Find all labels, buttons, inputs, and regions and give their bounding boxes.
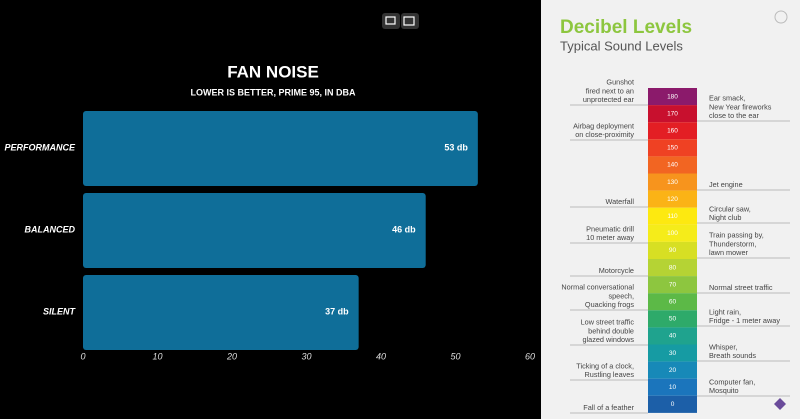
level-label: 170 — [667, 110, 678, 117]
level-cell — [648, 156, 697, 174]
note-text: Gunshot — [606, 78, 634, 87]
value-label: 37 db — [325, 306, 349, 316]
level-label: 100 — [667, 230, 678, 237]
note-text: speech, — [608, 291, 634, 300]
level-label: 90 — [669, 247, 677, 254]
bar — [83, 193, 426, 268]
level-cell — [648, 241, 697, 259]
note-text: Fridge - 1 meter away — [709, 316, 780, 325]
note-text: Night club — [709, 213, 741, 222]
note-text: Low street traffic — [581, 318, 635, 327]
chart-title: FAN NOISE — [227, 62, 319, 81]
note-text: Normal conversational — [561, 283, 634, 292]
note-text: Computer fan, — [709, 377, 755, 386]
level-cell — [648, 88, 697, 106]
level-cell — [648, 173, 697, 191]
bar — [83, 275, 359, 350]
level-label: 140 — [667, 162, 678, 169]
x-tick-label: 60 — [525, 351, 535, 361]
level-cell — [648, 207, 697, 225]
note-text: Ear smack, — [709, 94, 746, 103]
note-text: Rustling leaves — [585, 370, 635, 379]
category-label: SILENT — [43, 306, 77, 316]
x-tick-label: 50 — [450, 351, 460, 361]
note-text: Breath sounds — [709, 351, 756, 360]
level-label: 150 — [667, 145, 678, 152]
info-title: Decibel Levels — [560, 17, 692, 38]
note-text: glazed windows — [582, 335, 634, 344]
level-label: 10 — [669, 384, 677, 391]
note-text: Circular saw, — [709, 204, 751, 213]
level-label: 130 — [667, 179, 678, 186]
level-label: 30 — [669, 350, 677, 357]
note-text: behind double — [588, 326, 634, 335]
level-label: 70 — [669, 281, 677, 288]
note-text: New Year fireworks — [709, 102, 772, 111]
x-tick-label: 20 — [226, 351, 237, 361]
x-tick-label: 40 — [376, 351, 386, 361]
level-cell — [648, 293, 697, 311]
level-label: 110 — [667, 213, 678, 220]
level-cell — [648, 344, 697, 362]
x-tick-label: 0 — [80, 351, 85, 361]
info-subtitle: Typical Sound Levels — [560, 38, 683, 53]
level-cell — [648, 276, 697, 294]
note-text: Light rain, — [709, 307, 741, 316]
note-text: Fall of a feather — [583, 403, 634, 412]
note-text: 10 meter away — [586, 233, 634, 242]
note-text: unprotected ear — [583, 95, 635, 104]
note-text: Airbag deployment — [573, 121, 634, 130]
level-cell — [648, 190, 697, 208]
level-label: 0 — [671, 401, 675, 408]
value-label: 46 db — [392, 224, 416, 234]
note-text: Mosquito — [709, 386, 739, 395]
note-text: fired next to an — [586, 86, 634, 95]
level-cell — [648, 378, 697, 396]
x-tick-label: 30 — [301, 351, 311, 361]
level-label: 180 — [667, 93, 678, 100]
note-text: Whisper, — [709, 342, 737, 351]
level-cell — [648, 361, 697, 379]
category-label: PERFORMANCE — [4, 142, 75, 152]
value-label: 53 db — [444, 142, 468, 152]
chart-subtitle: LOWER IS BETTER, PRIME 95, IN DBA — [190, 87, 356, 97]
play-next-button[interactable] — [401, 13, 419, 29]
note-text: on close-proximity — [575, 130, 634, 139]
note-text: Quacking frogs — [585, 300, 634, 309]
logo — [774, 398, 786, 410]
note-text: Waterfall — [605, 197, 634, 206]
level-label: 160 — [667, 127, 678, 134]
level-cell — [648, 310, 697, 328]
x-tick-label: 10 — [152, 351, 162, 361]
note-text: Train passing by, — [709, 231, 764, 240]
level-cell — [648, 105, 697, 123]
level-cell — [648, 122, 697, 140]
level-label: 120 — [667, 196, 678, 203]
pip-button[interactable] — [382, 13, 400, 29]
note-text: Thunderstorm, — [709, 239, 756, 248]
note-text: close to the ear — [709, 111, 759, 120]
level-cell — [648, 139, 697, 157]
level-label: 40 — [669, 333, 677, 340]
bar — [83, 111, 478, 186]
level-label: 20 — [669, 367, 677, 374]
category-label: BALANCED — [25, 224, 76, 234]
level-label: 50 — [669, 316, 677, 323]
note-text: lawn mower — [709, 248, 748, 257]
level-label: 60 — [669, 298, 677, 305]
level-cell — [648, 395, 697, 413]
level-cell — [648, 327, 697, 345]
level-cell — [648, 259, 697, 277]
info-icon[interactable] — [774, 10, 788, 24]
level-label: 80 — [669, 264, 677, 271]
note-text: Ticking of a clock, — [576, 361, 634, 370]
level-cell — [648, 224, 697, 242]
note-text: Pneumatic drill — [586, 224, 634, 233]
note-text: Motorcycle — [599, 266, 634, 275]
note-text: Jet engine — [709, 180, 743, 189]
note-text: Normal street traffic — [709, 283, 773, 292]
